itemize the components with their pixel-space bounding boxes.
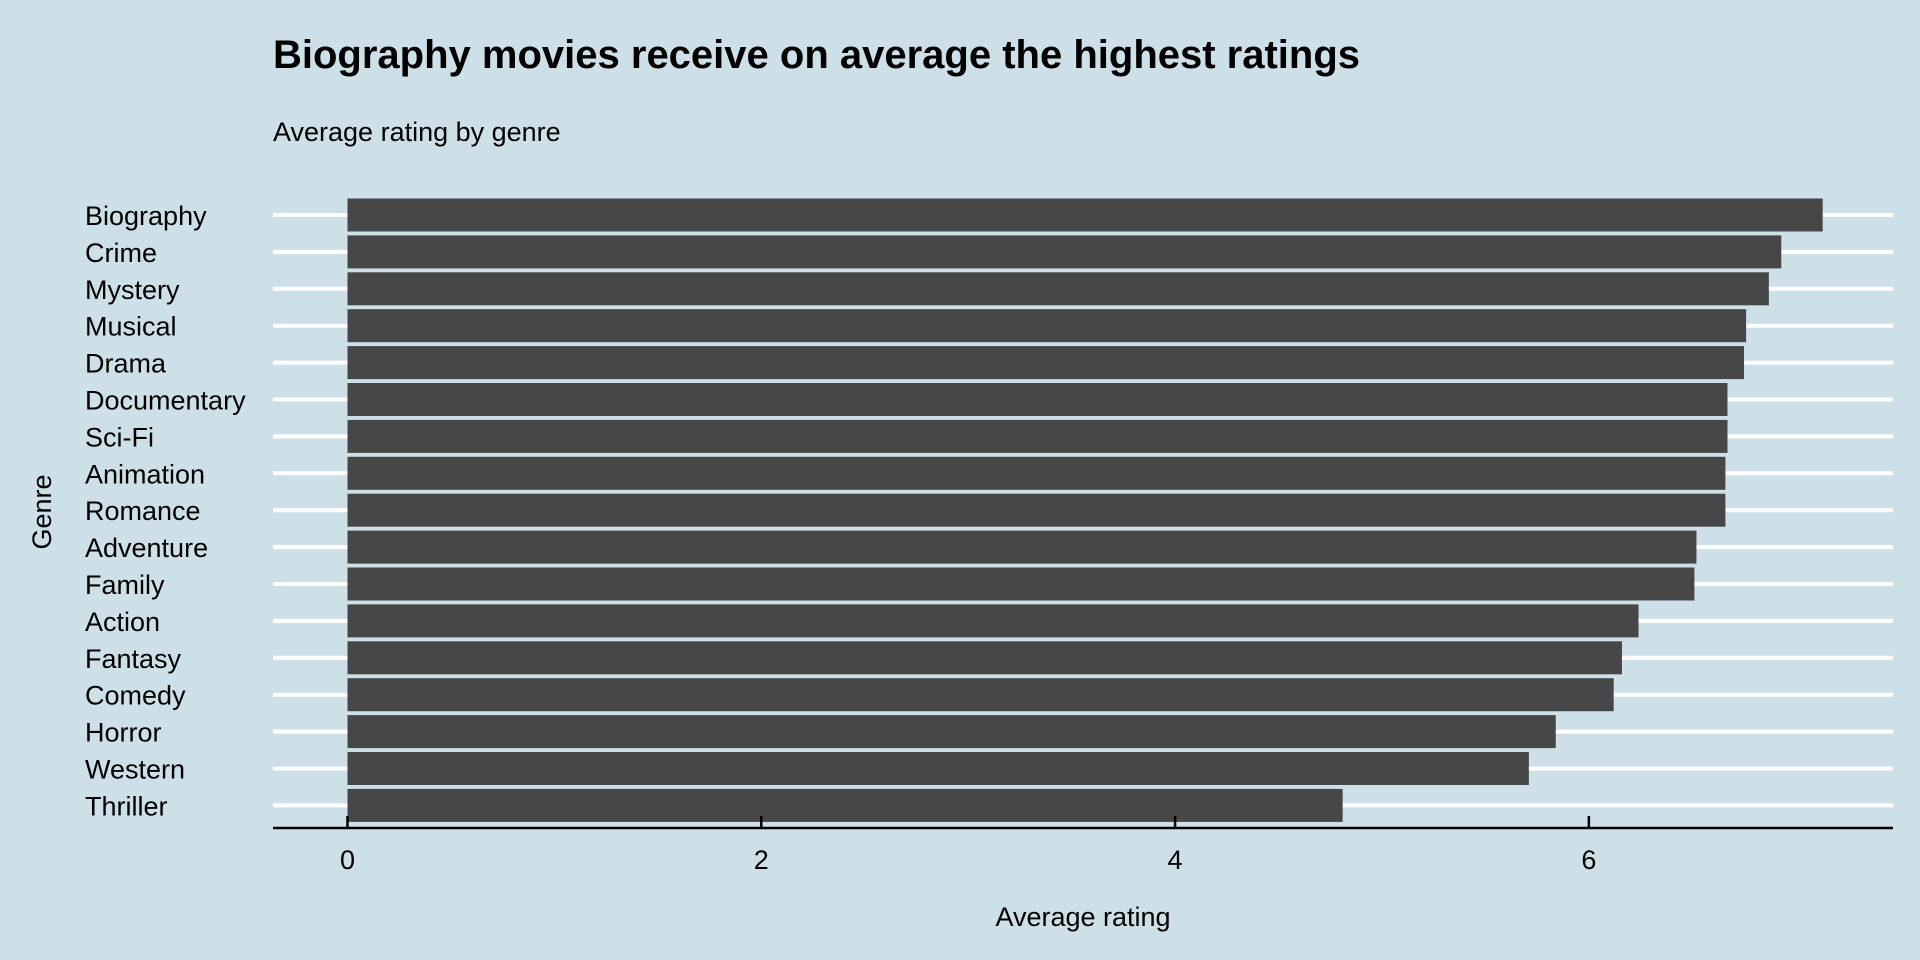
bar-adventure xyxy=(347,530,1697,564)
category-label: Biography xyxy=(85,201,207,231)
category-label: Western xyxy=(85,755,185,785)
x-tick-label: 4 xyxy=(1168,845,1183,875)
x-axis-ticks: 0 2 4 6 xyxy=(340,816,1596,875)
x-tick-label: 0 xyxy=(340,845,355,875)
bar-crime xyxy=(347,235,1782,269)
category-label: Fantasy xyxy=(85,644,182,674)
bar-mystery xyxy=(347,272,1769,306)
bar-horror xyxy=(347,715,1556,749)
category-label: Adventure xyxy=(85,533,208,563)
category-label: Horror xyxy=(85,718,162,748)
y-axis-title: Genre xyxy=(27,474,57,549)
bar-drama xyxy=(347,346,1745,380)
bar-romance xyxy=(347,493,1726,527)
category-label: Sci-Fi xyxy=(85,422,154,452)
x-tick-label: 2 xyxy=(754,845,769,875)
category-label: Animation xyxy=(85,459,205,489)
bar-fantasy xyxy=(347,641,1622,675)
bar-biography xyxy=(347,198,1823,232)
category-label: Documentary xyxy=(85,386,246,416)
bar-documentary xyxy=(347,383,1728,416)
bars xyxy=(347,198,1823,822)
bar-animation xyxy=(347,456,1726,490)
bar-sci-fi xyxy=(347,419,1728,453)
x-axis-title: Average rating xyxy=(995,902,1170,932)
bar-musical xyxy=(347,309,1747,343)
x-tick-label: 6 xyxy=(1581,845,1596,875)
category-label: Mystery xyxy=(85,275,180,305)
category-labels: Biography Crime Mystery Musical Drama Documen… xyxy=(85,201,246,821)
bar-western xyxy=(347,752,1529,785)
chart-subtitle: Average rating by genre xyxy=(273,117,561,147)
category-label: Comedy xyxy=(85,681,186,711)
category-label: Thriller xyxy=(85,791,168,821)
bar-thriller xyxy=(347,788,1343,822)
category-label: Drama xyxy=(85,349,167,379)
category-label: Action xyxy=(85,607,160,637)
bar-family xyxy=(347,567,1695,601)
category-label: Crime xyxy=(85,238,157,268)
bar-comedy xyxy=(347,678,1614,712)
bar-action xyxy=(347,604,1639,638)
chart-title: Biography movies receive on average the … xyxy=(273,33,1360,77)
category-label: Musical xyxy=(85,312,177,342)
category-label: Romance xyxy=(85,496,201,526)
category-label: Family xyxy=(85,570,165,600)
